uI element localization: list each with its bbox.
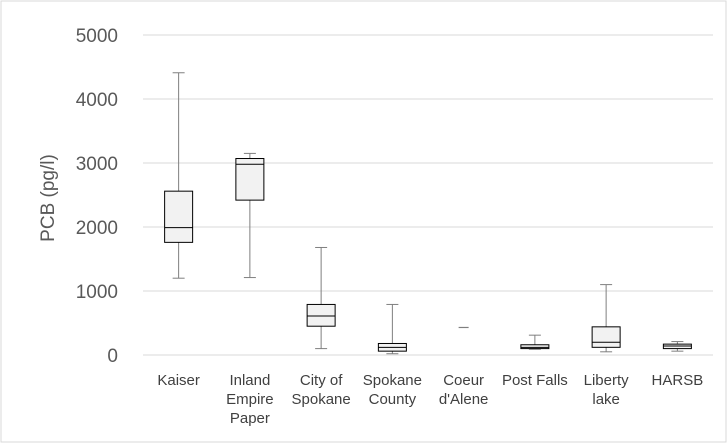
box xyxy=(235,158,265,201)
category-label-line: County xyxy=(369,391,417,408)
box-group xyxy=(235,152,265,279)
box xyxy=(306,303,336,327)
category-label-line: City of xyxy=(300,372,343,389)
category-label-line: Spokane xyxy=(292,391,351,408)
category-label-line: Post Falls xyxy=(502,372,568,389)
box xyxy=(520,344,550,350)
category-label-line: Inland xyxy=(229,372,270,389)
box-group xyxy=(591,284,621,353)
box-group xyxy=(306,246,336,350)
box xyxy=(591,326,621,348)
y-tick-label: 4000 xyxy=(76,90,118,111)
y-axis-title: PCB (pg/l) xyxy=(38,154,59,242)
category-label-line: Kaiser xyxy=(157,372,200,389)
y-tick-label: 5000 xyxy=(76,26,118,47)
box xyxy=(164,190,194,243)
y-tick-label: 0 xyxy=(107,346,118,367)
category-label: Post Falls xyxy=(502,372,568,389)
category-label-line: Empire xyxy=(226,391,274,408)
y-axis-ticks: 0 1000 2000 3000 4000 5000 xyxy=(76,26,118,367)
category-label-line: HARSB xyxy=(652,372,704,389)
boxes xyxy=(164,72,692,355)
category-label-line: lake xyxy=(592,391,620,408)
category-label-line: Liberty xyxy=(584,372,630,389)
category-label: Coeur d'Alene xyxy=(439,372,489,408)
box-group xyxy=(662,341,692,352)
category-label: Kaiser xyxy=(157,372,200,389)
category-label-line: d'Alene xyxy=(439,391,489,408)
box-group xyxy=(377,303,407,355)
y-tick-label: 2000 xyxy=(76,218,118,239)
box-group xyxy=(164,72,194,279)
y-tick-label: 3000 xyxy=(76,154,118,175)
category-label: Spokane County xyxy=(363,372,422,408)
category-label: Liberty lake xyxy=(584,372,630,408)
category-label-line: Paper xyxy=(230,410,270,427)
category-label: Inland Empire Paper xyxy=(226,372,274,427)
category-label-line: Coeur xyxy=(443,372,484,389)
y-tick-label: 1000 xyxy=(76,282,118,303)
category-label: City of Spokane xyxy=(292,372,351,408)
gridlines xyxy=(143,34,713,356)
category-label: HARSB xyxy=(652,372,704,389)
category-label-line: Spokane xyxy=(363,372,422,389)
box-group xyxy=(520,334,550,350)
